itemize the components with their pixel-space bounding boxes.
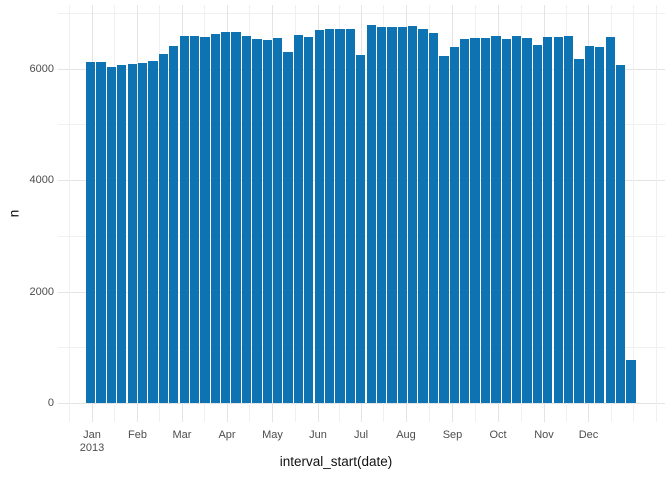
bar-week-8 (158, 53, 169, 404)
x-tick-label-Sep: Sep (442, 429, 463, 441)
bar-week-12 (200, 36, 210, 404)
bar-week-31 (397, 26, 407, 404)
bar-week-36 (449, 46, 459, 404)
y-minor-gridline (58, 12, 665, 14)
bar-week-45 (543, 36, 553, 404)
bar-week-5 (127, 63, 137, 404)
bar-week-11 (189, 36, 200, 404)
bar-week-48 (574, 58, 584, 404)
bar-week-22 (304, 36, 314, 404)
bar-week-37 (460, 39, 470, 404)
bar-week-47 (563, 36, 574, 404)
bar-week-42 (511, 36, 522, 404)
x-tick-label-Oct: Oct (489, 429, 507, 441)
bar-week-19 (273, 37, 283, 404)
bar-week-13 (210, 33, 220, 404)
x-minor-gridline (633, 5, 635, 422)
bar-week-26 (345, 29, 356, 404)
bar-week-3 (106, 67, 117, 404)
bar-week-44 (532, 45, 543, 404)
bar-week-30 (387, 26, 397, 404)
bar-week-46 (553, 36, 563, 404)
bar-week-28 (366, 24, 376, 404)
x-tick-label-May: May (262, 429, 283, 441)
x-tick-label-Jan: Jan (83, 429, 101, 441)
y-major-gridline (58, 403, 665, 404)
bar-week-17 (252, 38, 262, 404)
bar-week-18 (262, 39, 272, 404)
bar-week-14 (221, 31, 231, 404)
bar-week-53 (626, 360, 636, 404)
x-major-gridline (272, 5, 273, 422)
bar-week-24 (324, 28, 335, 404)
y-tick-label-6000: 6000 (29, 62, 54, 75)
x-minor-gridline (655, 5, 657, 422)
bar-week-29 (376, 26, 387, 404)
bar-week-52 (615, 64, 626, 404)
bar-week-6 (137, 62, 148, 404)
x-tick-label-Apr: Apr (218, 429, 236, 441)
bar-week-39 (480, 37, 491, 404)
y-tick-label-0: 0 (47, 397, 54, 409)
bar-week-23 (314, 30, 324, 404)
bar-week-43 (522, 37, 532, 404)
x-tick-label-Dec: Dec (578, 429, 599, 441)
bar-week-2 (96, 61, 106, 404)
y-axis-title: n (6, 209, 22, 218)
bar-week-25 (335, 29, 345, 404)
x-tick-label-Mar: Mar (172, 429, 192, 441)
x-minor-gridline (69, 5, 70, 422)
bar-week-20 (283, 51, 293, 404)
y-tick-label-2000: 2000 (29, 285, 54, 298)
bar-week-50 (595, 46, 605, 404)
x-tick-label-Aug: Aug (396, 429, 416, 441)
bar-week-16 (241, 36, 252, 404)
bar-week-4 (117, 64, 127, 404)
bar-week-34 (428, 33, 439, 404)
bar-week-41 (501, 39, 511, 404)
bar-week-32 (408, 26, 418, 404)
bar-week-15 (231, 32, 241, 404)
bar-week-35 (439, 55, 449, 404)
bar-week-49 (584, 45, 595, 404)
bar-week-21 (293, 34, 304, 404)
x-axis-title: interval_start(date) (279, 454, 393, 469)
x-tick-label-Feb: Feb (128, 429, 147, 441)
y-tick-label-4000: 4000 (29, 174, 54, 186)
bar-week-27 (356, 54, 366, 404)
x-tick-label-Jun: Jun (309, 429, 327, 441)
bar-week-51 (605, 36, 615, 404)
x-tick-label-Nov: Nov (534, 429, 554, 441)
bar-week-40 (491, 35, 501, 404)
bar-week-10 (179, 36, 189, 404)
bar-week-1 (86, 61, 96, 404)
bar-week-33 (418, 29, 428, 404)
bar-week-7 (148, 60, 158, 404)
x-tick-label-Jul: Jul (353, 429, 369, 441)
bar-week-9 (169, 45, 179, 404)
x-major-gridline (137, 5, 138, 422)
x-tick-label-year: 2013 (79, 441, 105, 454)
bar-week-38 (470, 37, 480, 404)
